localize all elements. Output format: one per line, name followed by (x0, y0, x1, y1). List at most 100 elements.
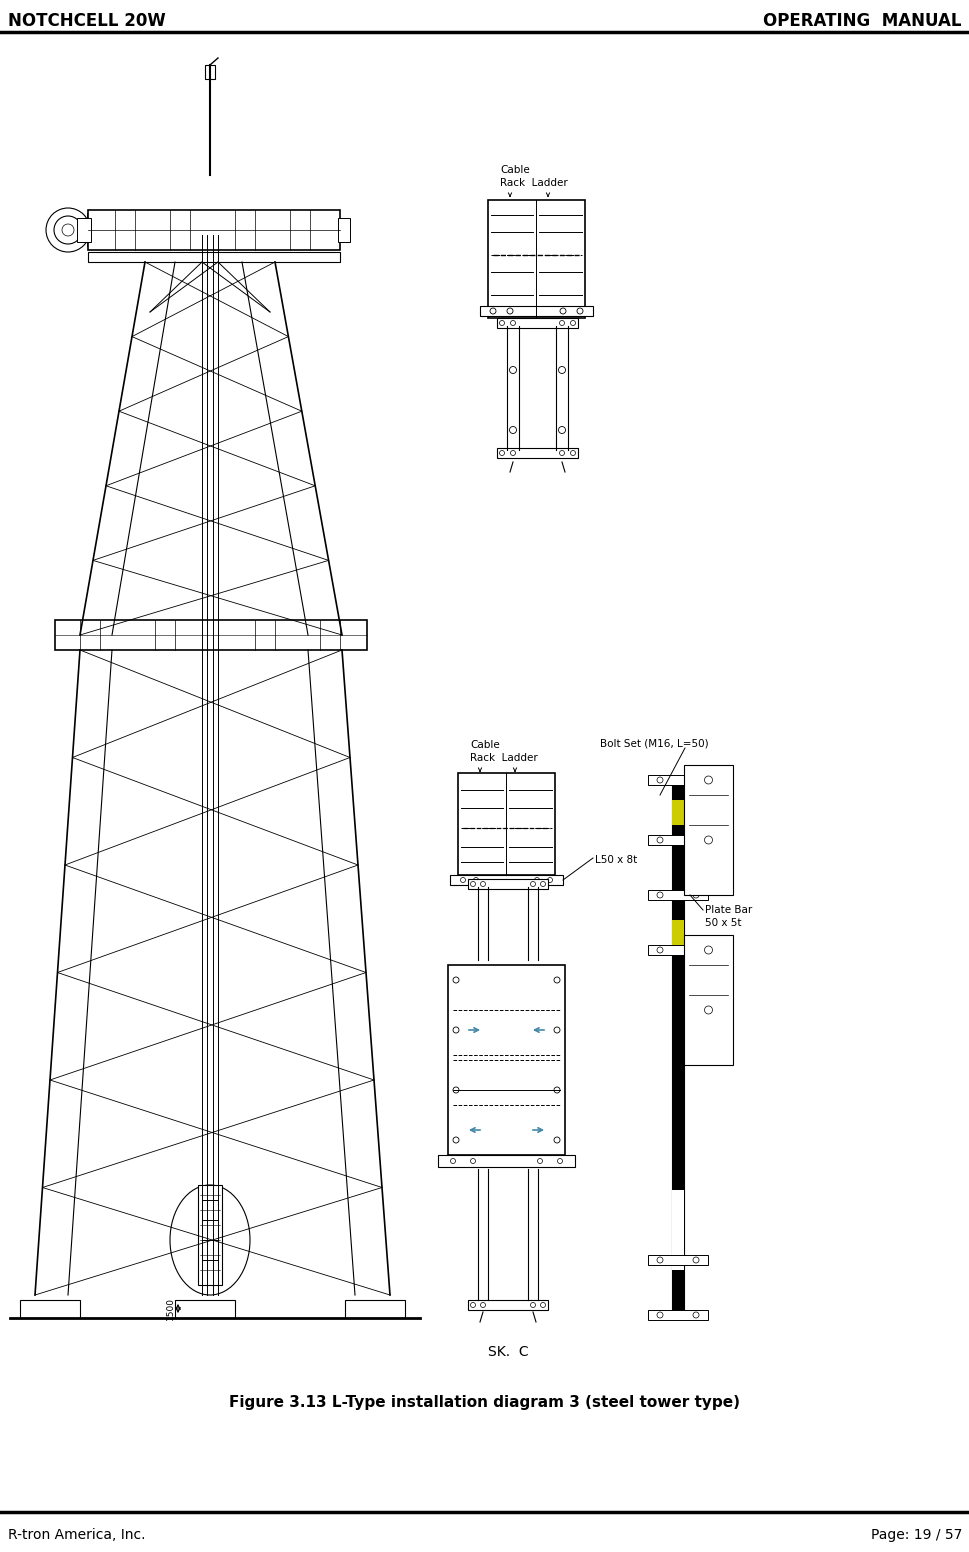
Circle shape (509, 366, 516, 374)
Text: 1500: 1500 (166, 1296, 174, 1319)
Bar (202, 1240, 218, 1260)
Bar (88, 214, 288, 247)
Circle shape (470, 882, 475, 886)
Circle shape (540, 882, 545, 886)
Bar (647, 1310, 707, 1321)
Circle shape (692, 837, 699, 843)
Bar (467, 1301, 547, 1310)
Ellipse shape (170, 1186, 250, 1294)
Bar (202, 1200, 218, 1220)
Circle shape (509, 427, 516, 433)
Text: Figure 3.13 L-Type installation diagram 3 (steel tower type): Figure 3.13 L-Type installation diagram … (230, 1395, 739, 1411)
Bar (457, 773, 554, 875)
Circle shape (499, 450, 504, 455)
Circle shape (656, 778, 663, 784)
Bar (647, 774, 707, 785)
Circle shape (453, 1086, 458, 1093)
Text: NOTCHCELL 20W: NOTCHCELL 20W (8, 12, 166, 29)
Circle shape (470, 1302, 475, 1307)
Circle shape (692, 892, 699, 899)
Circle shape (547, 877, 552, 883)
Circle shape (450, 1158, 455, 1164)
Circle shape (558, 366, 565, 374)
Circle shape (507, 307, 513, 314)
Bar (672, 1190, 683, 1270)
Bar (345, 1301, 405, 1318)
Bar (487, 200, 584, 318)
Bar (88, 210, 340, 250)
Text: Rack  Ladder: Rack Ladder (470, 753, 537, 764)
Circle shape (692, 778, 699, 784)
Circle shape (553, 1138, 559, 1142)
Circle shape (570, 321, 575, 326)
Circle shape (46, 208, 90, 251)
Bar (647, 945, 707, 954)
Circle shape (692, 1311, 699, 1318)
Circle shape (656, 1311, 663, 1318)
Circle shape (553, 978, 559, 982)
Circle shape (537, 1158, 542, 1164)
Circle shape (656, 1257, 663, 1263)
Text: Plate Bar: Plate Bar (704, 905, 752, 916)
Bar (683, 765, 733, 896)
Text: SK.  C: SK. C (487, 1346, 528, 1360)
Bar (647, 1256, 707, 1265)
Bar (438, 1155, 575, 1167)
Circle shape (656, 947, 663, 953)
Circle shape (559, 450, 564, 455)
Bar (647, 835, 707, 844)
Bar (88, 251, 340, 262)
Bar (647, 889, 707, 900)
Circle shape (656, 837, 663, 843)
Circle shape (453, 1027, 458, 1034)
Circle shape (480, 882, 485, 886)
Circle shape (499, 321, 504, 326)
Circle shape (453, 1138, 458, 1142)
Circle shape (557, 1158, 562, 1164)
Circle shape (510, 450, 515, 455)
Circle shape (577, 307, 582, 314)
Circle shape (553, 1027, 559, 1034)
Circle shape (470, 1158, 475, 1164)
Circle shape (473, 877, 478, 883)
Circle shape (559, 321, 564, 326)
Circle shape (703, 947, 712, 954)
Text: Cable: Cable (499, 165, 529, 175)
Circle shape (570, 450, 575, 455)
Circle shape (559, 307, 566, 314)
Circle shape (656, 892, 663, 899)
Circle shape (534, 877, 539, 883)
Circle shape (553, 1086, 559, 1093)
Circle shape (480, 1302, 485, 1307)
Circle shape (54, 216, 82, 244)
Bar (672, 781, 683, 1310)
Circle shape (558, 427, 565, 433)
Circle shape (453, 978, 458, 982)
Bar (55, 619, 366, 650)
Text: 50 x 5t: 50 x 5t (704, 917, 740, 928)
Circle shape (530, 882, 535, 886)
Circle shape (703, 1006, 712, 1013)
Circle shape (489, 307, 495, 314)
Bar (337, 217, 350, 242)
Text: L50 x 8t: L50 x 8t (594, 855, 637, 864)
Text: Bolt Set (M16, L=50): Bolt Set (M16, L=50) (600, 739, 708, 748)
Circle shape (62, 223, 74, 236)
Bar (77, 217, 91, 242)
Bar (198, 1186, 222, 1285)
Text: OPERATING  MANUAL: OPERATING MANUAL (763, 12, 961, 29)
Bar (683, 934, 733, 1065)
Text: Rack  Ladder: Rack Ladder (499, 178, 567, 188)
Bar (174, 1301, 234, 1318)
Circle shape (530, 1302, 535, 1307)
Circle shape (703, 837, 712, 844)
Bar (496, 318, 578, 327)
Circle shape (703, 776, 712, 784)
Bar (480, 306, 592, 317)
Bar (204, 65, 215, 79)
Circle shape (510, 321, 515, 326)
Bar (672, 920, 683, 945)
Circle shape (540, 1302, 545, 1307)
Circle shape (692, 1257, 699, 1263)
Circle shape (460, 877, 465, 883)
